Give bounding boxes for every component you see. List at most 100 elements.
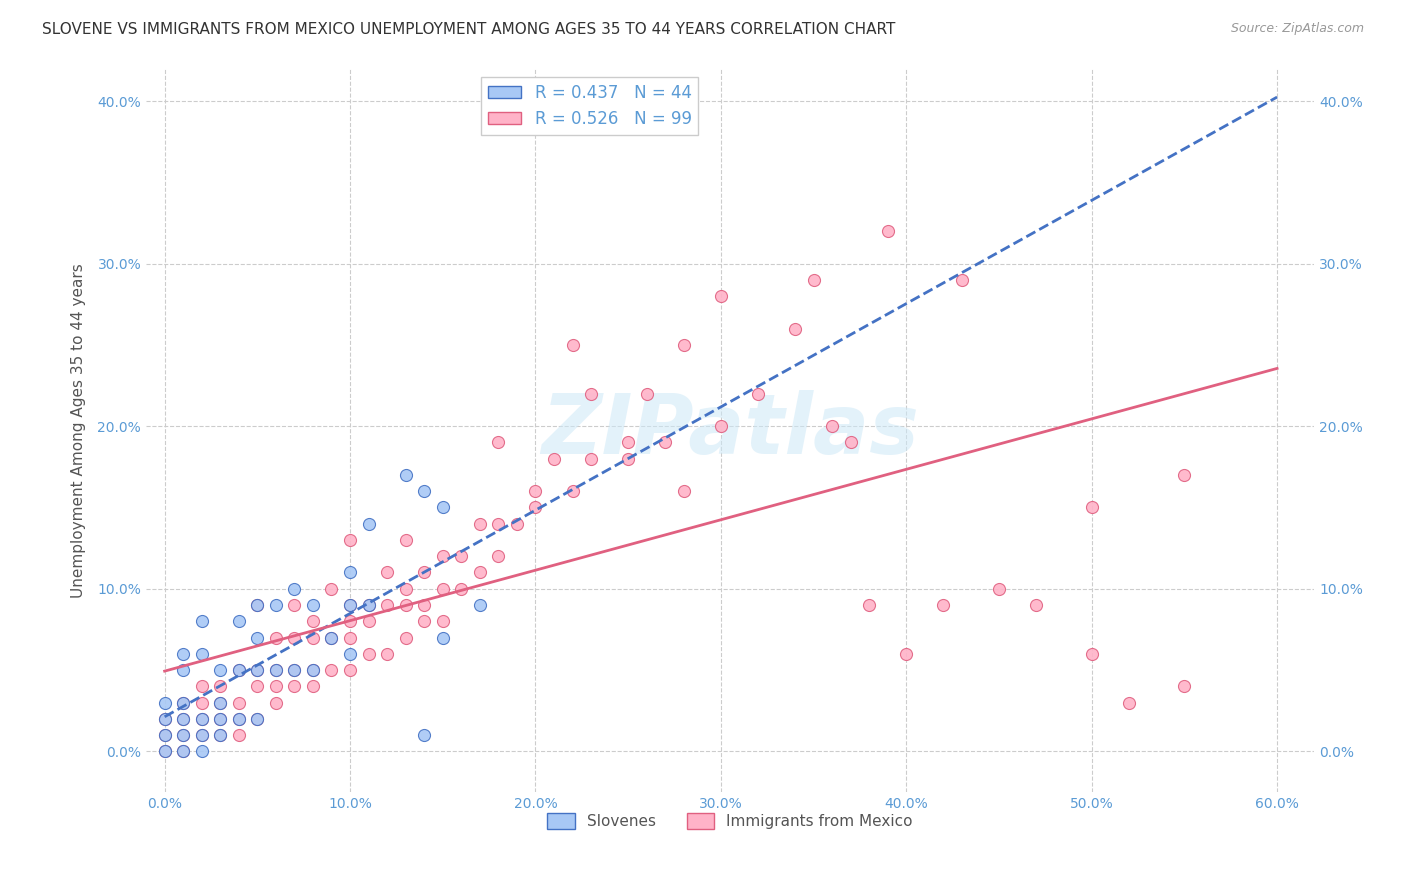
Point [561,484,583,499]
Point [283,582,305,596]
Point [413,566,436,580]
Point [246,598,269,612]
Point [1173,467,1195,482]
Point [190,614,212,628]
Point [486,516,509,531]
Point [395,582,418,596]
Point [468,598,491,612]
Point [636,386,658,401]
Point [413,484,436,499]
Point [228,712,250,726]
Y-axis label: Unemployment Among Ages 35 to 44 years: Unemployment Among Ages 35 to 44 years [72,263,86,598]
Point [264,679,287,693]
Point [172,696,194,710]
Point [228,663,250,677]
Point [190,647,212,661]
Point [710,289,733,303]
Text: ZIPatlas: ZIPatlas [541,390,920,471]
Point [246,663,269,677]
Point [153,712,176,726]
Point [1080,500,1102,515]
Point [1173,679,1195,693]
Point [302,663,325,677]
Point [264,598,287,612]
Point [190,679,212,693]
Point [264,631,287,645]
Point [672,484,695,499]
Point [1080,647,1102,661]
Point [617,435,640,450]
Point [172,728,194,742]
Point [486,549,509,564]
Point [395,533,418,547]
Point [209,663,232,677]
Point [450,549,472,564]
Point [375,566,398,580]
Point [228,614,250,628]
Point [283,679,305,693]
Point [283,663,305,677]
Point [432,614,454,628]
Point [858,598,880,612]
Point [375,647,398,661]
Point [153,728,176,742]
Point [987,582,1010,596]
Point [543,451,565,466]
Point [413,614,436,628]
Point [209,696,232,710]
Point [209,712,232,726]
Point [264,696,287,710]
Point [579,451,602,466]
Point [710,419,733,434]
Point [357,516,380,531]
Point [395,631,418,645]
Point [1118,696,1140,710]
Point [321,582,343,596]
Point [190,744,212,758]
Point [209,728,232,742]
Point [450,582,472,596]
Point [506,516,529,531]
Point [172,663,194,677]
Point [264,663,287,677]
Point [395,467,418,482]
Point [672,338,695,352]
Point [153,744,176,758]
Point [617,451,640,466]
Point [432,582,454,596]
Point [321,631,343,645]
Point [896,647,918,661]
Legend: Slovenes, Immigrants from Mexico: Slovenes, Immigrants from Mexico [541,806,920,835]
Point [357,614,380,628]
Point [432,549,454,564]
Point [339,533,361,547]
Point [228,663,250,677]
Point [172,647,194,661]
Point [153,712,176,726]
Point [339,598,361,612]
Point [1025,598,1047,612]
Point [172,712,194,726]
Point [803,273,825,287]
Point [283,663,305,677]
Point [172,744,194,758]
Point [172,728,194,742]
Point [339,598,361,612]
Point [153,696,176,710]
Point [321,663,343,677]
Point [264,663,287,677]
Point [153,744,176,758]
Point [524,500,547,515]
Point [432,631,454,645]
Text: SLOVENE VS IMMIGRANTS FROM MEXICO UNEMPLOYMENT AMONG AGES 35 TO 44 YEARS CORRELA: SLOVENE VS IMMIGRANTS FROM MEXICO UNEMPL… [42,22,896,37]
Point [209,696,232,710]
Point [747,386,769,401]
Point [876,224,898,238]
Point [579,386,602,401]
Point [153,728,176,742]
Point [932,598,955,612]
Point [246,712,269,726]
Point [246,598,269,612]
Point [172,744,194,758]
Point [246,712,269,726]
